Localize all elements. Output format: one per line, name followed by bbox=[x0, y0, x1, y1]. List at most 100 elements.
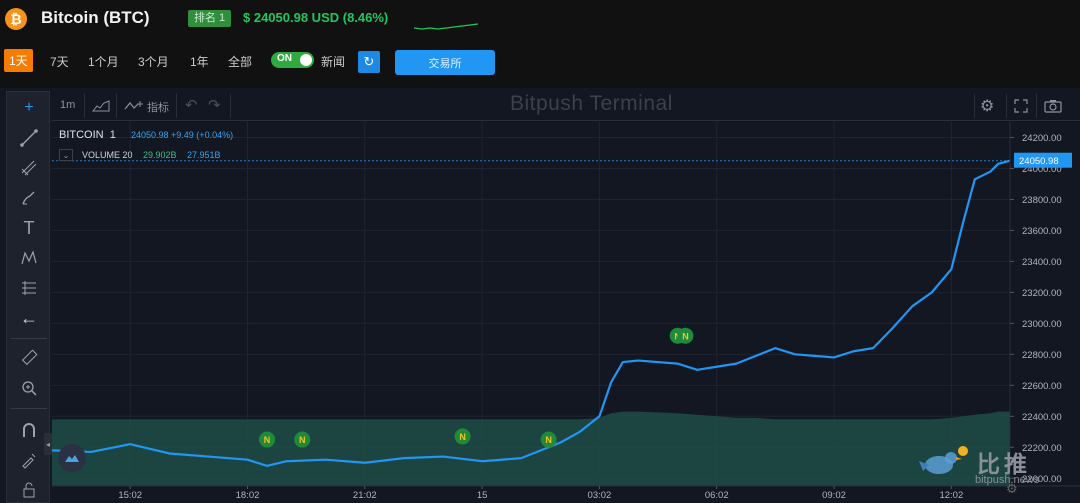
toolbar-divider bbox=[116, 94, 117, 118]
bitpush-brand-text: 比推 bbox=[977, 451, 1031, 477]
x-tick-label: 12:02 bbox=[939, 490, 963, 501]
period-toolbar: 1天 7天 1个月 3个月 1年 全部 ON 新闻 ↻ 交易所 bbox=[0, 38, 1080, 88]
y-tick-label: 23000.00 bbox=[1022, 319, 1062, 330]
zoom-in-icon[interactable] bbox=[17, 376, 41, 400]
period-3m[interactable]: 3个月 bbox=[138, 55, 169, 69]
toolbar-divider bbox=[1006, 94, 1007, 118]
toolbar-divider bbox=[230, 94, 231, 118]
pattern-icon[interactable] bbox=[17, 246, 41, 270]
refresh-button[interactable]: ↻ bbox=[358, 51, 380, 73]
period-1y[interactable]: 1年 bbox=[190, 55, 209, 69]
lock-icon[interactable] bbox=[17, 478, 41, 502]
time-axis-panel bbox=[52, 486, 1010, 503]
period-1m[interactable]: 1个月 bbox=[88, 55, 119, 69]
chart-toolbar: 1m 指标 ↶ ↷ Bitpush Terminal ⚙ bbox=[52, 91, 1080, 121]
tool-divider bbox=[11, 408, 47, 409]
toggle-label: ON bbox=[277, 53, 292, 64]
fullscreen-icon[interactable] bbox=[1014, 99, 1028, 113]
chart-terminal: NNNNNN24200.0024000.0023800.0023600.0023… bbox=[0, 88, 1080, 503]
trendline-icon[interactable] bbox=[17, 126, 41, 150]
y-tick-label: 22800.00 bbox=[1022, 350, 1062, 361]
y-tick-label: 23400.00 bbox=[1022, 257, 1062, 268]
indicators-icon[interactable] bbox=[124, 100, 144, 112]
period-7d[interactable]: 7天 bbox=[50, 55, 69, 69]
axis-settings-icon[interactable]: ⚙ bbox=[1006, 481, 1018, 496]
y-tick-label: 23200.00 bbox=[1022, 288, 1062, 299]
drawing-toolbar: + T ← bbox=[6, 91, 50, 503]
x-tick-label: 21:02 bbox=[353, 490, 377, 501]
ruler-icon[interactable] bbox=[17, 346, 41, 370]
y-tick-label: 22400.00 bbox=[1022, 412, 1062, 423]
news-toggle[interactable]: ON bbox=[271, 52, 314, 68]
volume-label: VOLUME 20 bbox=[82, 150, 133, 160]
price-chart[interactable]: NNNNNN24200.0024000.0023800.0023600.0023… bbox=[0, 88, 1080, 503]
bitcoin-logo-icon: ₿ bbox=[5, 8, 27, 30]
lock-drawing-icon[interactable] bbox=[17, 448, 41, 472]
x-tick-label: 03:02 bbox=[588, 490, 612, 501]
exchange-button[interactable]: 交易所 bbox=[395, 50, 495, 75]
arrow-left-icon[interactable]: ← bbox=[20, 307, 38, 328]
volume-area bbox=[52, 411, 1010, 486]
coin-title: Bitcoin (BTC) bbox=[41, 8, 150, 27]
crosshair-icon[interactable]: + bbox=[24, 99, 34, 116]
toolbar-collapse-handle[interactable]: ◂ bbox=[44, 433, 52, 455]
camera-icon[interactable] bbox=[1044, 99, 1062, 113]
volume-value-2: 27.951B bbox=[187, 150, 221, 160]
legend-values: 24050.98 +9.49 (+0.04%) bbox=[131, 130, 234, 140]
indicators-button[interactable]: 指标 bbox=[147, 102, 169, 114]
sparkline-icon bbox=[414, 23, 478, 30]
last-price-label: 24050.98 bbox=[1019, 156, 1059, 167]
legend-symbol: BITCOIN 1 bbox=[59, 129, 116, 141]
bitpush-bird-logo bbox=[919, 446, 968, 474]
y-tick-label: 23600.00 bbox=[1022, 226, 1062, 237]
toolbar-divider bbox=[176, 94, 177, 118]
news-marker-label: N bbox=[299, 435, 306, 445]
terminal-title: Bitpush Terminal bbox=[510, 92, 673, 115]
toggle-knob bbox=[300, 54, 312, 66]
news-marker-label: N bbox=[682, 331, 689, 341]
cloud-icon bbox=[65, 455, 79, 462]
text-tool-icon[interactable]: T bbox=[23, 217, 35, 238]
price-change: $ 24050.98 USD (8.46%) bbox=[243, 10, 389, 25]
magnet-icon[interactable] bbox=[17, 418, 41, 442]
undo-icon[interactable]: ↶ bbox=[185, 97, 198, 114]
news-marker bbox=[454, 428, 471, 445]
rank-badge: 排名 1 bbox=[188, 10, 232, 27]
y-tick-label: 22600.00 bbox=[1022, 381, 1062, 392]
y-tick-label: 22200.00 bbox=[1022, 443, 1062, 454]
tool-divider bbox=[11, 338, 47, 339]
price-line bbox=[51, 159, 1011, 467]
cloud-button[interactable] bbox=[58, 444, 86, 472]
chart-type-icon[interactable] bbox=[92, 100, 110, 112]
prediction-icon[interactable] bbox=[17, 276, 41, 300]
x-tick-label: 06:02 bbox=[705, 490, 729, 501]
y-tick-label: 24200.00 bbox=[1022, 133, 1062, 144]
x-tick-label: 09:02 bbox=[822, 490, 846, 501]
volume-value-1: 29.902B bbox=[143, 150, 177, 160]
interval-selector[interactable]: 1m bbox=[60, 99, 76, 111]
period-1d[interactable]: 1天 bbox=[4, 49, 33, 72]
news-marker-label: N bbox=[459, 432, 466, 442]
news-marker-label: N bbox=[264, 435, 271, 445]
news-marker bbox=[259, 431, 276, 448]
toolbar-divider bbox=[84, 94, 85, 118]
gear-icon[interactable]: ⚙ bbox=[980, 98, 995, 115]
x-tick-label: 18:02 bbox=[236, 490, 260, 501]
y-tick-label: 22000.00 bbox=[1022, 474, 1062, 485]
news-marker bbox=[294, 431, 311, 448]
brush-icon[interactable] bbox=[17, 186, 41, 210]
news-marker bbox=[677, 327, 694, 344]
x-tick-label: 15 bbox=[477, 490, 488, 501]
coin-header: ₿ Bitcoin (BTC) 排名 1 $ 24050.98 USD (8.4… bbox=[0, 0, 1080, 38]
price-axis-panel bbox=[1010, 122, 1080, 503]
refresh-icon: ↻ bbox=[363, 54, 375, 69]
redo-icon[interactable]: ↷ bbox=[208, 97, 221, 114]
period-all[interactable]: 全部 bbox=[228, 55, 253, 69]
news-marker bbox=[540, 431, 557, 448]
news-label: 新闻 bbox=[321, 55, 346, 69]
toolbar-divider bbox=[1036, 94, 1037, 118]
fib-tool-icon[interactable] bbox=[17, 156, 41, 180]
y-tick-label: 24000.00 bbox=[1022, 164, 1062, 175]
legend-collapse-icon[interactable]: ⌄ bbox=[59, 149, 73, 161]
